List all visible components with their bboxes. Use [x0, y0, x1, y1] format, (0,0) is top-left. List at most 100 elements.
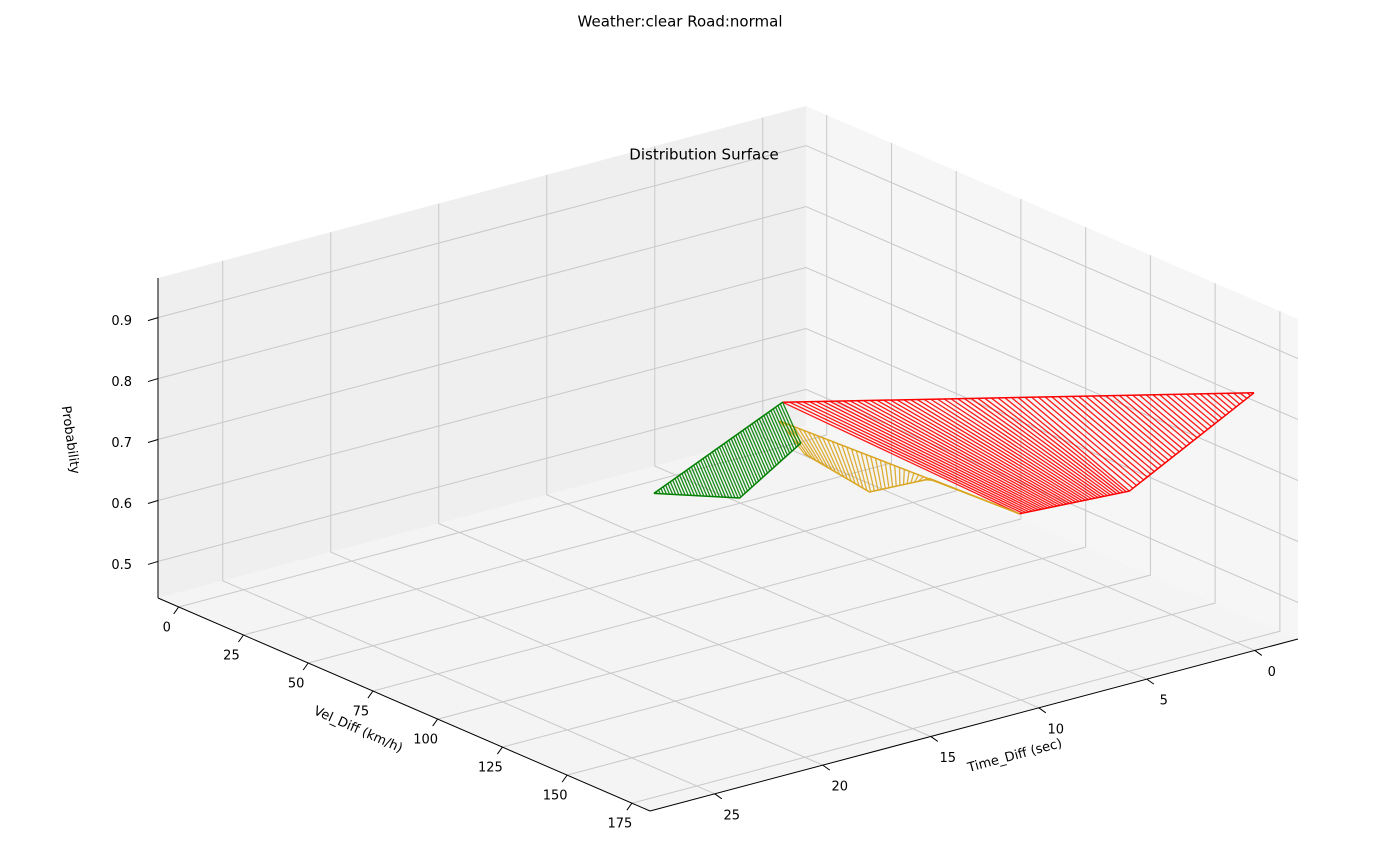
surface-line — [902, 469, 905, 485]
surface-edge — [782, 392, 1255, 403]
surface-line — [744, 428, 766, 476]
surface-line — [756, 420, 777, 466]
surface-line — [662, 486, 668, 495]
surface-line — [751, 423, 773, 470]
surface-line — [1240, 392, 1248, 399]
surface-line — [702, 458, 721, 498]
surface-line — [855, 450, 868, 491]
surface-line — [679, 474, 689, 496]
surface-line — [1125, 394, 1187, 447]
floor-pane — [158, 426, 1298, 811]
z-tick — [147, 378, 159, 383]
surface-line — [749, 425, 771, 472]
surface-line — [1219, 393, 1237, 408]
x-tick — [496, 746, 503, 755]
y-tick-label: 10 — [1048, 722, 1065, 737]
z-tick — [147, 439, 159, 444]
surface-line — [758, 418, 780, 464]
grid-line — [437, 227, 1087, 720]
y-tick-label: 15 — [940, 751, 957, 766]
x-tick-label: 125 — [478, 761, 503, 776]
surface-line — [711, 451, 733, 498]
surface-line — [809, 401, 1033, 512]
surface-line — [676, 476, 686, 496]
surface-line — [1139, 394, 1194, 442]
surface-line — [672, 479, 680, 496]
surface-line — [950, 398, 1099, 499]
surface-line — [869, 399, 1061, 506]
surface-line — [1206, 393, 1230, 413]
surface-line — [906, 471, 910, 484]
y-tick-label: 0 — [1268, 665, 1276, 680]
surface-line — [889, 463, 894, 488]
surface-line — [1105, 395, 1177, 456]
surface-line — [865, 454, 875, 492]
surface-line — [1186, 393, 1219, 422]
surface-line — [831, 441, 848, 480]
surface-line — [937, 398, 1093, 500]
surface-line — [1078, 395, 1162, 467]
surface-line — [697, 461, 714, 497]
x-tick-label: 75 — [353, 705, 370, 720]
surface-line — [770, 410, 791, 454]
surface-line — [798, 428, 821, 464]
surface-line — [665, 484, 671, 495]
grid-line — [157, 206, 1299, 421]
surface-line — [1098, 395, 1173, 458]
surface-line — [763, 415, 784, 460]
surface-line — [990, 397, 1118, 495]
surface-line — [789, 401, 1023, 514]
surface-line — [803, 430, 825, 466]
surface-line — [1071, 395, 1159, 470]
surface-edge — [804, 453, 1020, 515]
surface-line — [957, 398, 1102, 498]
grid-line — [330, 232, 823, 766]
y-tick — [1038, 707, 1047, 714]
grid-line — [631, 311, 1281, 804]
surface-line — [742, 430, 764, 478]
surface-edge — [653, 401, 784, 495]
chart-title: Distribution Surface — [629, 146, 778, 164]
surface-line — [822, 400, 1039, 511]
x-tick — [238, 634, 244, 643]
grid-line — [157, 266, 1299, 481]
surface-line — [870, 456, 879, 491]
surface-line — [822, 437, 841, 475]
surface-line — [735, 435, 757, 484]
x-tick-label: 0 — [163, 620, 171, 635]
x-axis-line — [157, 597, 651, 812]
y-tick-label: 20 — [832, 780, 849, 795]
surface-line — [725, 441, 749, 492]
surface-line — [997, 397, 1121, 494]
z-tick-label: 0.6 — [111, 497, 132, 512]
z-tick-label: 0.7 — [111, 436, 132, 451]
surface-line — [693, 464, 708, 497]
surface-line — [1233, 392, 1244, 402]
surface-line — [1091, 395, 1169, 461]
surface-line — [849, 400, 1052, 508]
surface-line — [723, 443, 746, 494]
surface-line — [709, 453, 730, 498]
z-tick — [147, 560, 159, 565]
surface-line — [860, 452, 872, 492]
surface-line — [772, 408, 793, 452]
surface-line — [890, 399, 1071, 504]
surface-line — [836, 443, 852, 482]
surface-line — [739, 431, 762, 480]
surface-line — [816, 400, 1036, 512]
x-tick-label: 100 — [413, 733, 438, 748]
surface-line — [1213, 393, 1234, 411]
surface-line — [732, 436, 755, 486]
z-tick — [147, 317, 159, 322]
z-tick-label: 0.5 — [111, 558, 132, 573]
surface-line — [775, 406, 795, 450]
surface-line — [856, 400, 1055, 508]
surface-line — [686, 469, 699, 497]
surface-line — [1058, 396, 1152, 475]
surface-line — [817, 435, 837, 473]
y-tick-label: 25 — [724, 808, 741, 823]
y-axis-title: Time_Diff (sec) — [965, 736, 1064, 776]
surface-line — [964, 398, 1105, 497]
z-tick-label: 0.8 — [111, 375, 132, 390]
